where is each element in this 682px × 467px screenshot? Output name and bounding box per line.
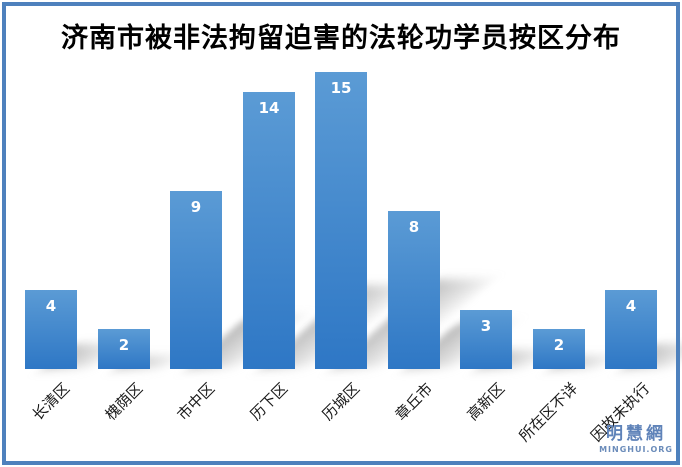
bar-高新区: 3	[460, 310, 512, 369]
bar-章丘市: 8	[388, 211, 440, 369]
chart-title: 济南市被非法拘留迫害的法轮功学员按区分布	[61, 23, 621, 54]
bar-历城区: 15	[315, 72, 367, 369]
bar-value-label: 2	[118, 336, 130, 354]
watermark-logo-en: MINGHUI.ORG	[599, 445, 673, 454]
bar-value-label: 3	[480, 317, 492, 335]
bar-value-label: 8	[408, 218, 420, 236]
bar-因故未执行: 4	[605, 290, 657, 369]
bar-value-label: 4	[45, 297, 57, 315]
watermark-logo-cn: 明慧網	[606, 424, 667, 444]
bar-市中区: 9	[170, 191, 222, 369]
bar-所在区不详: 2	[533, 329, 585, 369]
bar-长清区: 4	[25, 290, 77, 369]
bar-value-label: 2	[553, 336, 565, 354]
bar-槐荫区: 2	[98, 329, 150, 369]
bar-历下区: 14	[243, 92, 295, 369]
bar-value-label: 9	[190, 198, 202, 216]
bar-value-label: 4	[625, 297, 637, 315]
bar-value-label: 14	[258, 99, 280, 117]
bar-value-label: 15	[330, 79, 352, 97]
watermark: 明慧網 MINGHUI.ORG	[599, 426, 673, 454]
